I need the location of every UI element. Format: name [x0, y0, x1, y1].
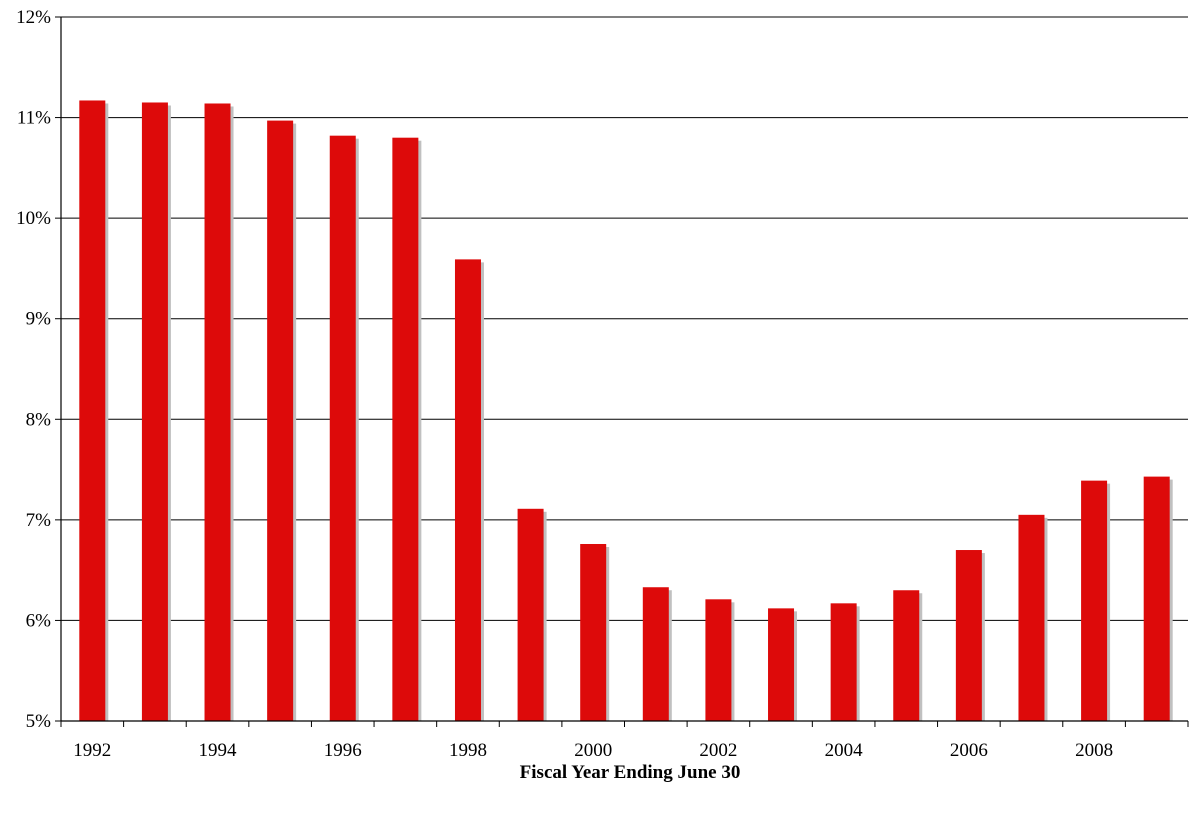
- bar-2007: [1018, 514, 1045, 721]
- bar-2001: [642, 587, 669, 721]
- bar-1994: [204, 103, 231, 721]
- bar-1992: [79, 100, 106, 721]
- x-axis-title: Fiscal Year Ending June 30: [520, 762, 741, 783]
- y-axis-ticks: 5% 6% 7% 8% 9% 10% 11% 12%: [16, 7, 61, 732]
- bar-1993: [141, 102, 168, 721]
- x-tick-label: 2004: [825, 740, 864, 761]
- x-axis-ticks: 1992 1994 1996 1998 2000 2002 2004 2006 2008: [60, 721, 1189, 761]
- y-tick-label: 9%: [26, 309, 52, 330]
- bar-2002: [705, 599, 732, 721]
- bar-1997: [392, 137, 419, 721]
- y-tick-label: 7%: [26, 510, 52, 531]
- y-tick-label: 8%: [26, 409, 52, 430]
- bar-2008: [1081, 480, 1108, 721]
- x-tick-label: 1996: [324, 740, 362, 761]
- bars: [79, 100, 1173, 722]
- x-tick-label: 2006: [950, 740, 988, 761]
- bar-1995: [267, 120, 294, 722]
- x-tick-label: 1992: [73, 740, 111, 761]
- y-tick-label: 11%: [17, 108, 51, 129]
- bar-2000: [580, 543, 607, 721]
- bar-1999: [517, 508, 544, 721]
- y-tick-label: 6%: [26, 610, 52, 631]
- grid-lines: [61, 16, 1188, 722]
- x-tick-label: 1994: [199, 740, 238, 761]
- bar-2009: [1143, 476, 1170, 721]
- x-tick-label: 2000: [574, 740, 612, 761]
- bar-2006: [955, 550, 982, 721]
- x-tick-label: 1998: [449, 740, 487, 761]
- y-tick-label: 12%: [16, 7, 51, 28]
- bar-2003: [768, 608, 795, 721]
- y-tick-label: 5%: [26, 711, 52, 732]
- bar-1996: [329, 135, 356, 721]
- x-tick-label: 2008: [1075, 740, 1113, 761]
- bar-2005: [893, 590, 920, 721]
- x-tick-label: 2002: [699, 740, 737, 761]
- y-tick-label: 10%: [16, 208, 51, 229]
- bar-1998: [454, 259, 481, 721]
- bar-2004: [830, 603, 857, 721]
